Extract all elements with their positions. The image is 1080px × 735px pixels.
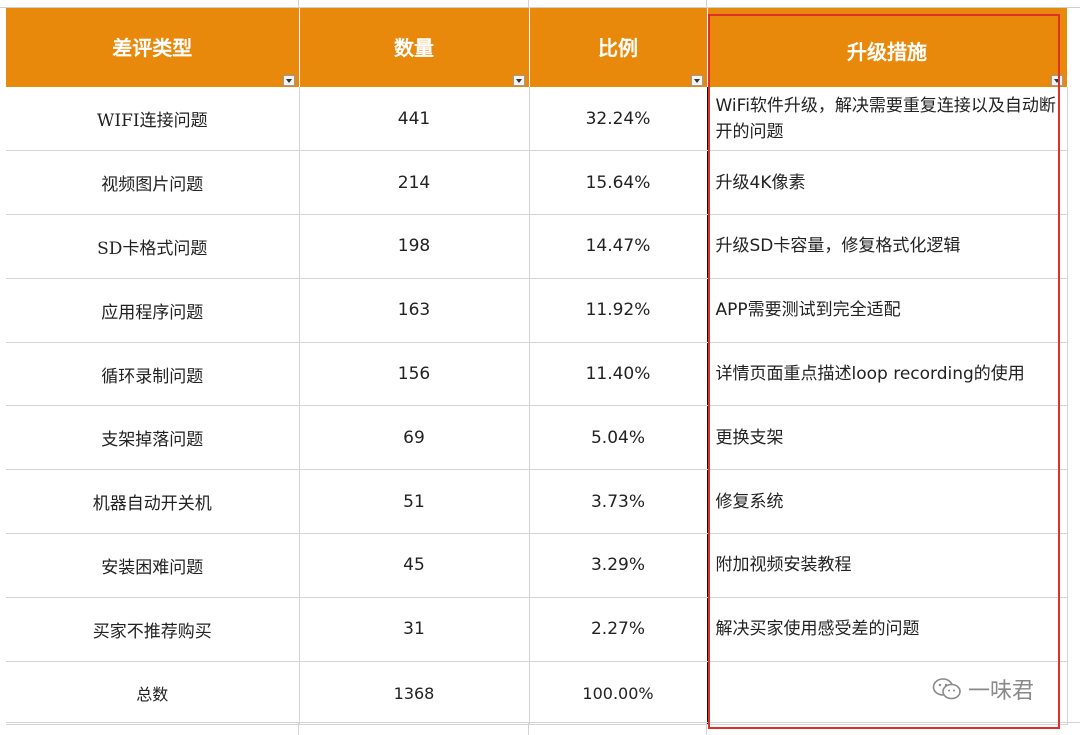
cell-ratio[interactable]: 2.27%: [529, 597, 708, 662]
filter-dropdown-icon[interactable]: [512, 75, 525, 86]
table-row: 循环录制问题 156 11.40% 详情页面重点描述loop recording…: [6, 342, 1068, 407]
filter-dropdown-icon[interactable]: [690, 75, 703, 86]
cell-measure[interactable]: 解决买家使用感受差的问题: [707, 597, 1068, 662]
cell-count[interactable]: 214: [299, 150, 530, 216]
cell-measure[interactable]: 详情页面重点描述loop recording的使用: [707, 342, 1068, 407]
cell-ratio[interactable]: 32.24%: [529, 87, 708, 152]
cell-type[interactable]: 机器自动开关机: [6, 469, 300, 535]
cell-type[interactable]: 安装困难问题: [6, 533, 300, 598]
cell-ratio[interactable]: 3.73%: [529, 469, 708, 535]
total-row: 总数 1368 100.00%: [6, 661, 1068, 726]
header-row: 差评类型 数量 比例 升级措施: [6, 8, 1068, 87]
cell-measure[interactable]: 升级4K像素: [707, 150, 1068, 216]
cell-measure[interactable]: APP需要测试到完全适配: [707, 278, 1068, 343]
cell-type[interactable]: SD卡格式问题: [6, 214, 300, 279]
wechat-icon: [932, 678, 961, 700]
cell-measure[interactable]: WiFi软件升级，解决需要重复连接以及自动断开的问题: [707, 87, 1068, 152]
cell-total-label[interactable]: 总数: [6, 661, 300, 726]
cell-total-count[interactable]: 1368: [299, 661, 530, 726]
cell-ratio[interactable]: 11.92%: [529, 278, 708, 343]
cell-ratio[interactable]: 3.29%: [529, 533, 708, 598]
cell-measure[interactable]: 附加视频安装教程: [707, 533, 1068, 598]
cell-count[interactable]: 45: [299, 533, 530, 598]
cell-type[interactable]: 应用程序问题: [6, 278, 300, 343]
header-label: 数量: [394, 36, 434, 60]
table-row: 买家不推荐购买 31 2.27% 解决买家使用感受差的问题: [6, 597, 1068, 662]
cell-type[interactable]: 循环录制问题: [6, 342, 300, 407]
cell-count[interactable]: 69: [299, 405, 530, 471]
watermark-text: 一味君: [968, 679, 1035, 704]
table-row: 安装困难问题 45 3.29% 附加视频安装教程: [6, 533, 1068, 598]
cell-measure[interactable]: 升级SD卡容量，修复格式化逻辑: [707, 214, 1068, 279]
cell-type[interactable]: 视频图片问题: [6, 150, 300, 216]
header-cell-count[interactable]: 数量: [299, 8, 530, 87]
filter-dropdown-icon[interactable]: [282, 75, 295, 86]
table-row: 机器自动开关机 51 3.73% 修复系统: [6, 469, 1068, 535]
cell-type[interactable]: 支架掉落问题: [6, 405, 300, 471]
header-cell-measure[interactable]: 升级措施: [707, 8, 1068, 87]
cell-total-ratio[interactable]: 100.00%: [529, 661, 708, 726]
header-cell-type[interactable]: 差评类型: [6, 8, 300, 87]
cell-ratio[interactable]: 11.40%: [529, 342, 708, 407]
table-row: 视频图片问题 214 15.64% 升级4K像素: [6, 150, 1068, 216]
table-row: WIFI连接问题 441 32.24% WiFi软件升级，解决需要重复连接以及自…: [6, 87, 1068, 152]
cell-type[interactable]: WIFI连接问题: [6, 87, 300, 152]
cell-measure[interactable]: 修复系统: [707, 469, 1068, 535]
header-cell-ratio[interactable]: 比例: [529, 8, 708, 87]
header-label: 比例: [598, 36, 638, 60]
table-row: 支架掉落问题 69 5.04% 更换支架: [6, 405, 1068, 471]
cell-count[interactable]: 31: [299, 597, 530, 662]
cell-count[interactable]: 156: [299, 342, 530, 407]
cell-ratio[interactable]: 15.64%: [529, 150, 708, 216]
cell-measure[interactable]: 更换支架: [707, 405, 1068, 471]
header-label: 差评类型: [112, 36, 193, 60]
cell-ratio[interactable]: 5.04%: [529, 405, 708, 471]
cell-type[interactable]: 买家不推荐购买: [6, 597, 300, 662]
cell-ratio[interactable]: 14.47%: [529, 214, 708, 279]
filter-dropdown-icon[interactable]: [1050, 75, 1063, 86]
cell-count[interactable]: 441: [299, 87, 530, 152]
table-row: SD卡格式问题 198 14.47% 升级SD卡容量，修复格式化逻辑: [6, 214, 1068, 279]
cell-total-measure[interactable]: [707, 661, 1068, 726]
cell-count[interactable]: 198: [299, 214, 530, 279]
cell-count[interactable]: 51: [299, 469, 530, 535]
sheet-top-edge: [0, 0, 1080, 8]
data-table: 差评类型 数量 比例 升级措施 WIFI连接问题 441 32.24% WiFi…: [6, 8, 1068, 726]
table-row: 应用程序问题 163 11.92% APP需要测试到完全适配: [6, 278, 1068, 343]
header-label: 升级措施: [847, 40, 927, 64]
cell-count[interactable]: 163: [299, 278, 530, 343]
watermark: 一味君: [932, 675, 1035, 704]
next-empty-row: [6, 722, 1080, 735]
